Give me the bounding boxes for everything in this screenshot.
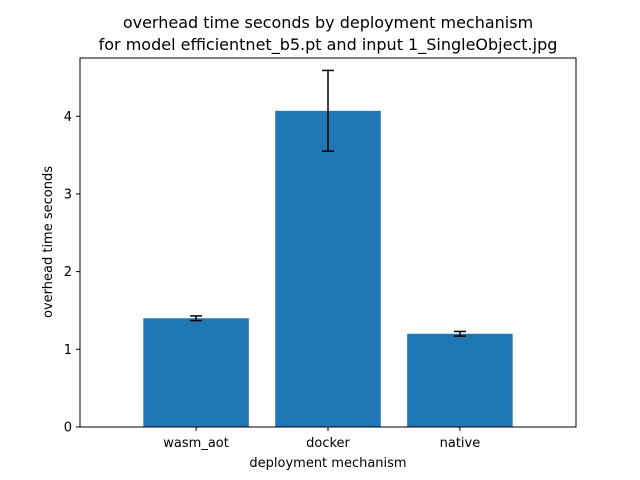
bar-native [407,333,513,427]
y-tick-label: 4 [64,110,72,125]
y-axis-label: overhead time seconds [41,166,56,318]
bar-docker [275,110,381,428]
y-tick-label: 3 [64,187,72,202]
y-tick-label: 2 [64,265,72,280]
bar-wasm_aot [143,318,249,427]
x-axis-ticks: wasm_aot docker native [163,427,480,451]
chart-title-line-2: for model efficientnet_b5.pt and input 1… [99,35,558,55]
x-tick-label-native: native [440,436,481,451]
x-tick-label-docker: docker [306,436,350,451]
y-tick-label: 0 [64,421,72,436]
y-tick-label: 1 [64,343,72,358]
y-axis-ticks: 0 1 2 3 4 [64,110,80,436]
bars-group [143,110,513,428]
chart-title-line-1: overhead time seconds by deployment mech… [123,13,533,32]
x-axis-label: deployment mechanism [249,456,406,471]
x-tick-label-wasm_aot: wasm_aot [163,436,229,451]
error-bars-group [190,69,466,337]
